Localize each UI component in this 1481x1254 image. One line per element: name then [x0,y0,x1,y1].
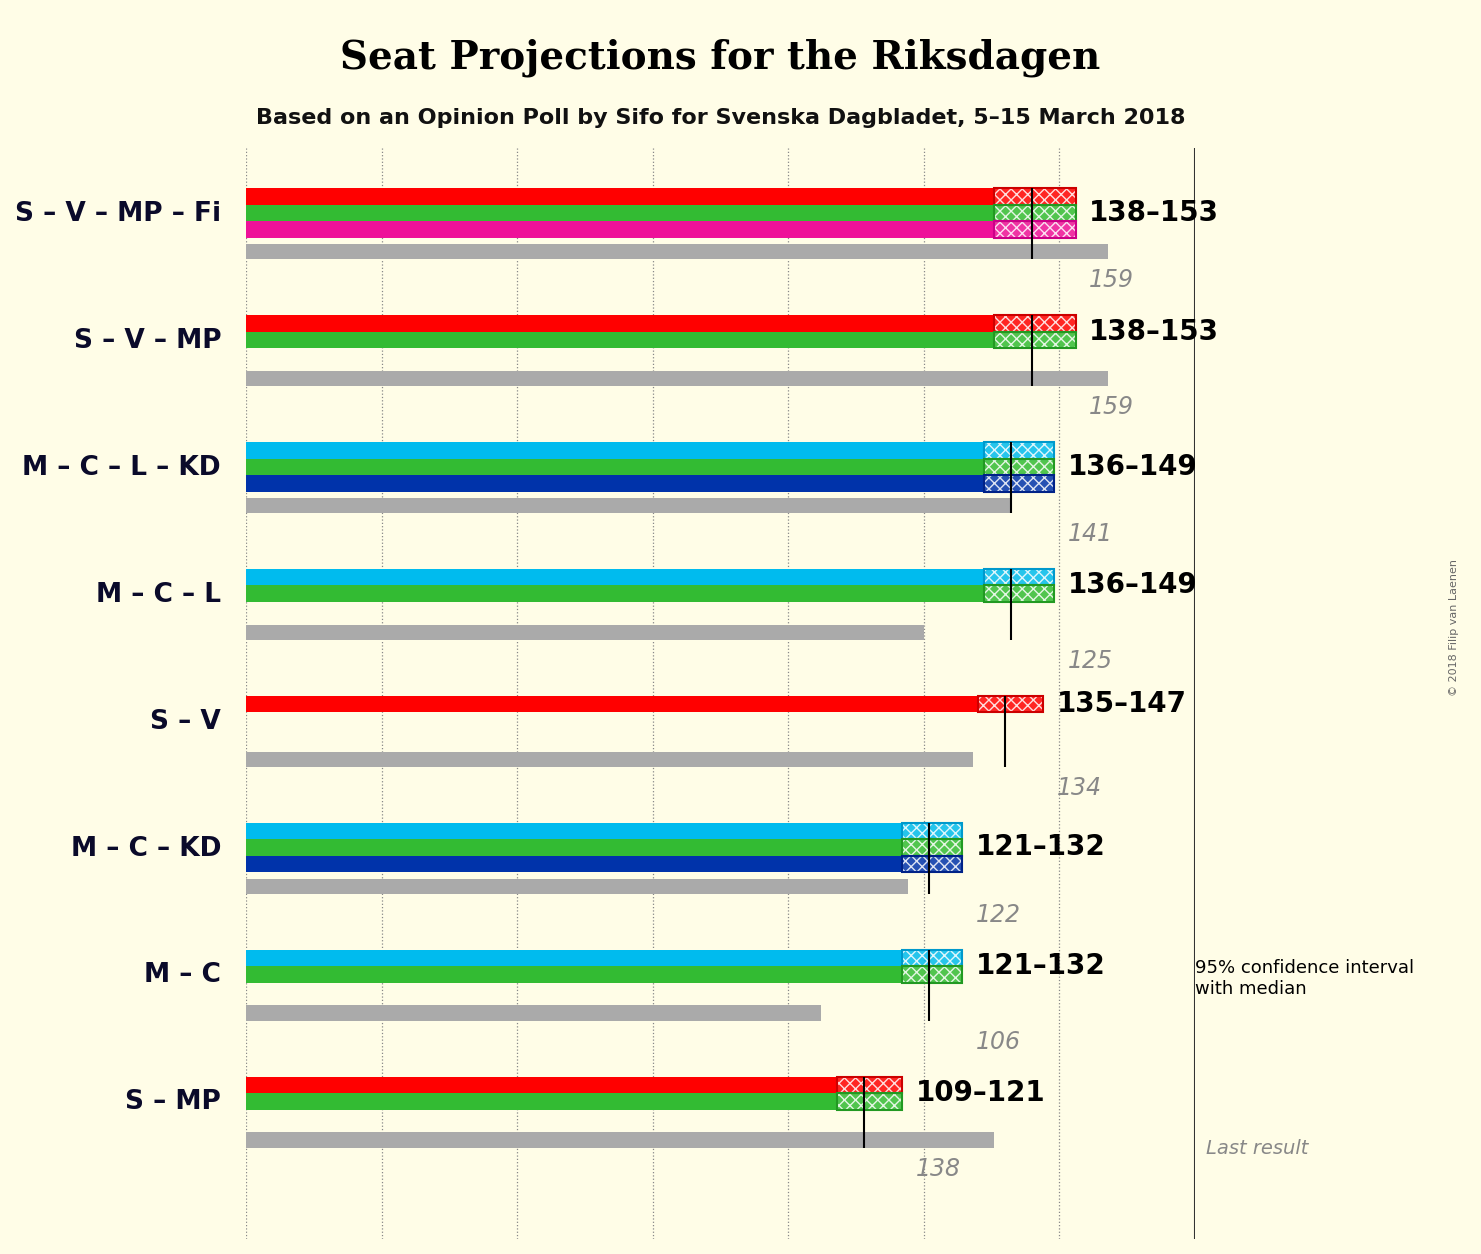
Bar [1383,1088,1417,1124]
Bar [246,839,902,855]
Bar [983,475,1054,492]
Bar [246,204,994,221]
Text: 159: 159 [1090,268,1134,292]
Bar [902,949,961,966]
Bar [994,221,1075,238]
Bar [983,569,1054,586]
Text: 141: 141 [1068,522,1112,545]
Bar [246,949,902,966]
Bar [246,569,983,586]
Bar [837,1077,902,1093]
Bar [902,839,961,855]
Bar [977,696,1043,712]
Bar [246,459,983,475]
Bar [902,855,961,873]
Bar [983,475,1054,492]
Bar [837,1077,902,1093]
Bar [837,1093,902,1110]
Bar [977,696,1043,712]
Text: 138–153: 138–153 [1090,317,1219,346]
Bar [246,315,994,331]
Text: Last result: Last result [1206,1139,1308,1157]
Bar [983,441,1054,459]
Bar [983,441,1054,459]
Bar [902,966,961,983]
Bar [994,331,1075,349]
Text: 121–132: 121–132 [976,952,1105,981]
Bar [246,855,902,873]
Bar [994,331,1075,349]
Bar [994,188,1075,204]
Bar [246,823,902,839]
Bar [983,459,1054,475]
Text: 121–132: 121–132 [976,834,1105,861]
Bar [246,586,983,602]
Bar [246,331,994,349]
Bar [994,315,1075,331]
Bar [994,204,1075,221]
Bar [837,1093,902,1110]
Bar [246,1093,837,1110]
Bar [246,441,983,459]
Text: 122: 122 [976,903,1020,927]
Text: 138: 138 [915,1156,961,1180]
Bar [994,315,1075,331]
Bar [902,839,961,855]
Bar [902,855,961,873]
Bar [983,586,1054,602]
Bar [246,371,1108,386]
Text: 135–147: 135–147 [1057,690,1186,719]
Bar [902,949,961,966]
Bar [246,1132,994,1147]
Text: 95% confidence interval
with median: 95% confidence interval with median [1195,959,1414,998]
Bar [246,624,924,640]
Bar [246,245,1108,260]
Text: 106: 106 [976,1030,1020,1053]
Bar [246,696,977,712]
Bar [246,221,994,238]
Bar [246,751,973,767]
Text: 136–149: 136–149 [1068,572,1197,599]
Bar [902,823,961,839]
Text: 159: 159 [1090,395,1134,419]
Bar [983,569,1054,586]
Bar [1330,1088,1383,1124]
Text: © 2018 Filip van Laenen: © 2018 Filip van Laenen [1448,558,1459,696]
Bar [246,188,994,204]
Text: 138–153: 138–153 [1090,199,1219,227]
Text: 109–121: 109–121 [915,1078,1046,1107]
Bar [246,1006,820,1021]
Bar [902,823,961,839]
Bar [246,966,902,983]
Text: 134: 134 [1057,776,1102,800]
Bar [983,459,1054,475]
Text: Based on an Opinion Poll by Sifo for Svenska Dagbladet, 5–15 March 2018: Based on an Opinion Poll by Sifo for Sve… [256,108,1185,128]
Bar [902,966,961,983]
Bar [246,879,908,894]
Text: 125: 125 [1068,648,1112,673]
Bar [994,221,1075,238]
Text: 136–149: 136–149 [1068,453,1197,480]
Bar [246,1077,837,1093]
Text: Seat Projections for the Riksdagen: Seat Projections for the Riksdagen [341,38,1100,76]
Bar [994,204,1075,221]
Bar [246,498,1010,513]
Bar [994,188,1075,204]
Bar [246,475,983,492]
Bar [983,586,1054,602]
